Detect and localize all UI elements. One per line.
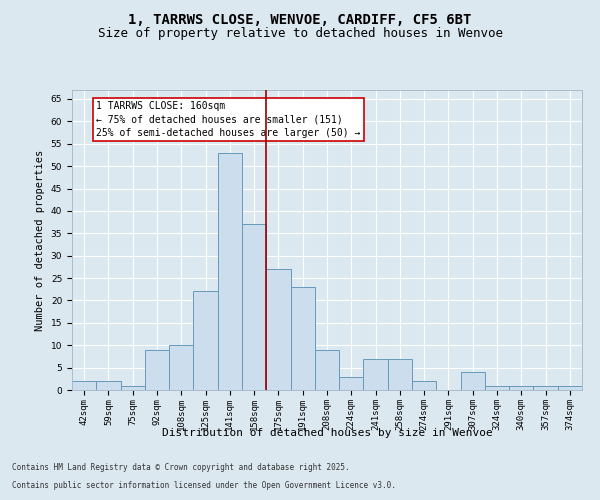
Y-axis label: Number of detached properties: Number of detached properties: [35, 150, 45, 330]
Bar: [72, 381, 96, 390]
Bar: [169, 345, 193, 390]
Text: Size of property relative to detached houses in Wenvoe: Size of property relative to detached ho…: [97, 28, 503, 40]
Bar: [290, 287, 315, 390]
Bar: [121, 386, 145, 390]
Bar: [485, 386, 509, 390]
Bar: [145, 350, 169, 390]
Bar: [364, 358, 388, 390]
Bar: [533, 386, 558, 390]
Bar: [339, 376, 364, 390]
Bar: [461, 372, 485, 390]
Bar: [509, 386, 533, 390]
Text: 1 TARRWS CLOSE: 160sqm
← 75% of detached houses are smaller (151)
25% of semi-de: 1 TARRWS CLOSE: 160sqm ← 75% of detached…: [96, 101, 361, 138]
Bar: [388, 358, 412, 390]
Text: Distribution of detached houses by size in Wenvoe: Distribution of detached houses by size …: [161, 428, 493, 438]
Text: Contains public sector information licensed under the Open Government Licence v3: Contains public sector information licen…: [12, 481, 396, 490]
Bar: [242, 224, 266, 390]
Text: 1, TARRWS CLOSE, WENVOE, CARDIFF, CF5 6BT: 1, TARRWS CLOSE, WENVOE, CARDIFF, CF5 6B…: [128, 12, 472, 26]
Bar: [315, 350, 339, 390]
Bar: [558, 386, 582, 390]
Bar: [412, 381, 436, 390]
Bar: [218, 152, 242, 390]
Bar: [193, 292, 218, 390]
Bar: [266, 269, 290, 390]
Bar: [96, 381, 121, 390]
Text: Contains HM Land Registry data © Crown copyright and database right 2025.: Contains HM Land Registry data © Crown c…: [12, 464, 350, 472]
